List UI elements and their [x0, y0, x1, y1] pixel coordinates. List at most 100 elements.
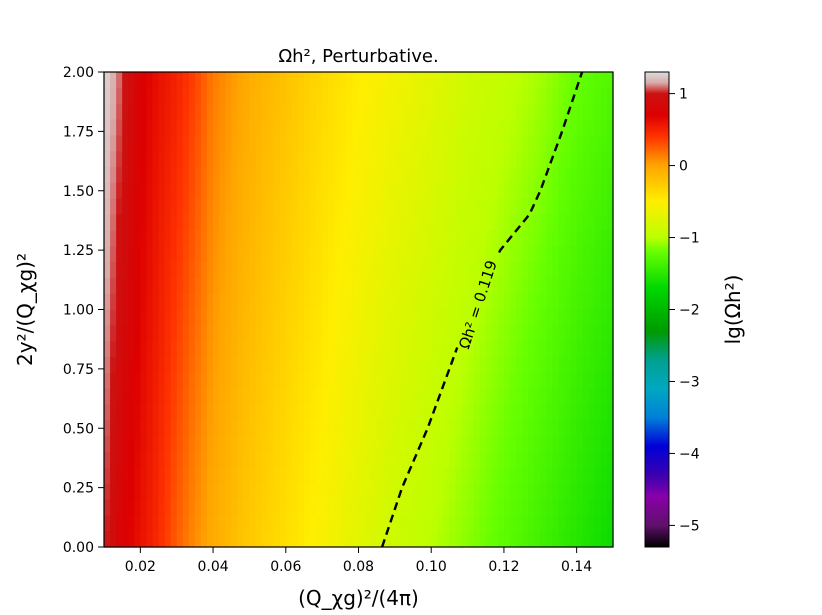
heatmap-cell [249, 372, 257, 390]
heatmap-cell [164, 452, 172, 469]
heatmap-cell [310, 293, 317, 311]
heatmap-cell [413, 103, 420, 121]
heatmap-cell [503, 167, 511, 184]
heatmap-cell [164, 167, 172, 184]
heatmap-cell [213, 230, 220, 247]
heatmap-cell [194, 325, 202, 342]
heatmap-cell [310, 404, 317, 421]
heatmap-cell [534, 151, 541, 168]
heatmap-cell [164, 214, 172, 231]
heatmap-cell [570, 262, 578, 279]
heatmap-cell [449, 262, 457, 279]
colorbar-gradient [644, 71, 670, 548]
heatmap-cell [122, 309, 129, 326]
y-axis: 0.000.250.500.751.001.251.501.752.00 [63, 65, 104, 556]
heatmap-cell [176, 452, 184, 469]
heatmap-cell [182, 309, 190, 326]
heatmap-cell [600, 151, 608, 168]
heatmap-cell [443, 214, 450, 231]
heatmap-cell [188, 341, 196, 358]
heatmap-cell [564, 515, 572, 532]
heatmap-cell [406, 341, 414, 358]
heatmap-cell [352, 309, 360, 326]
heatmap-cell [582, 151, 590, 168]
heatmap-cell [146, 467, 154, 485]
heatmap-cell [497, 230, 505, 247]
heatmap-cell [588, 341, 596, 358]
heatmap-cell [534, 404, 541, 421]
heatmap-cell [188, 151, 196, 168]
heatmap-cell [558, 293, 566, 311]
heatmap-cell [491, 404, 499, 421]
heatmap-cell [467, 309, 475, 326]
heatmap-cell [310, 515, 317, 532]
heatmap-cell [334, 452, 341, 469]
heatmap-cell [297, 452, 305, 469]
heatmap-cell [249, 167, 257, 184]
heatmap-cell [413, 436, 420, 453]
heatmap-cell [491, 357, 499, 374]
heatmap-cell [340, 293, 347, 311]
heatmap-cell [303, 372, 311, 390]
heatmap-cell [455, 467, 463, 485]
heatmap-cell [352, 87, 360, 105]
heatmap-cell [485, 167, 493, 184]
heatmap-cell [170, 531, 178, 548]
heatmap-cell [279, 246, 287, 263]
heatmap-cell [285, 214, 293, 231]
heatmap-cell [158, 119, 166, 136]
heatmap-cell [400, 293, 408, 311]
heatmap-cell [528, 103, 535, 121]
heatmap-cell [243, 325, 251, 342]
heatmap-cell [128, 72, 135, 89]
heatmap-cell [110, 325, 117, 342]
heatmap-cell [334, 404, 341, 421]
heatmap-cell [237, 182, 244, 200]
heatmap-cell [152, 452, 160, 469]
heatmap-cell [140, 309, 148, 326]
heatmap-cell [316, 372, 323, 390]
heatmap-cell [213, 87, 220, 105]
heatmap-cell [134, 341, 141, 358]
heatmap-cell [370, 515, 378, 532]
heatmap-cell [552, 499, 560, 516]
heatmap-cell [194, 167, 202, 184]
heatmap-cell [546, 262, 554, 279]
heatmap-cell [509, 467, 517, 485]
heatmap-cell [431, 214, 438, 231]
heatmap-cell [406, 499, 414, 516]
heatmap-cell [273, 483, 281, 501]
heatmap-cell [104, 135, 111, 152]
heatmap-cell [370, 309, 378, 326]
heatmap-cell [188, 87, 196, 105]
heatmap-cell [388, 103, 396, 121]
heatmap-cell [128, 198, 135, 216]
heatmap-cell [352, 119, 360, 136]
heatmap-cell [546, 388, 554, 406]
heatmap-cell [297, 499, 305, 516]
heatmap-cell [243, 483, 251, 501]
heatmap-cell [104, 214, 111, 231]
heatmap-cell [207, 72, 214, 89]
heatmap-cell [104, 499, 111, 516]
heatmap-cell [297, 309, 305, 326]
heatmap-cell [255, 467, 263, 485]
heatmap-cell [279, 483, 287, 501]
heatmap-cell [461, 341, 469, 358]
heatmap-cell [394, 135, 402, 152]
heatmap-cell [104, 436, 111, 453]
heatmap-cell [291, 151, 299, 168]
heatmap-cell [382, 452, 390, 469]
heatmap-cell [600, 420, 608, 437]
heatmap-cell [503, 103, 511, 121]
heatmap-cell [546, 198, 554, 216]
heatmap-cell [582, 214, 590, 231]
heatmap-cell [570, 531, 578, 548]
heatmap-cell [267, 230, 275, 247]
heatmap-cell [600, 325, 608, 342]
heatmap-cell [164, 325, 172, 342]
heatmap-cell [346, 262, 354, 279]
heatmap-cell [413, 357, 420, 374]
heatmap-cell [273, 531, 281, 548]
heatmap-cell [152, 436, 160, 453]
